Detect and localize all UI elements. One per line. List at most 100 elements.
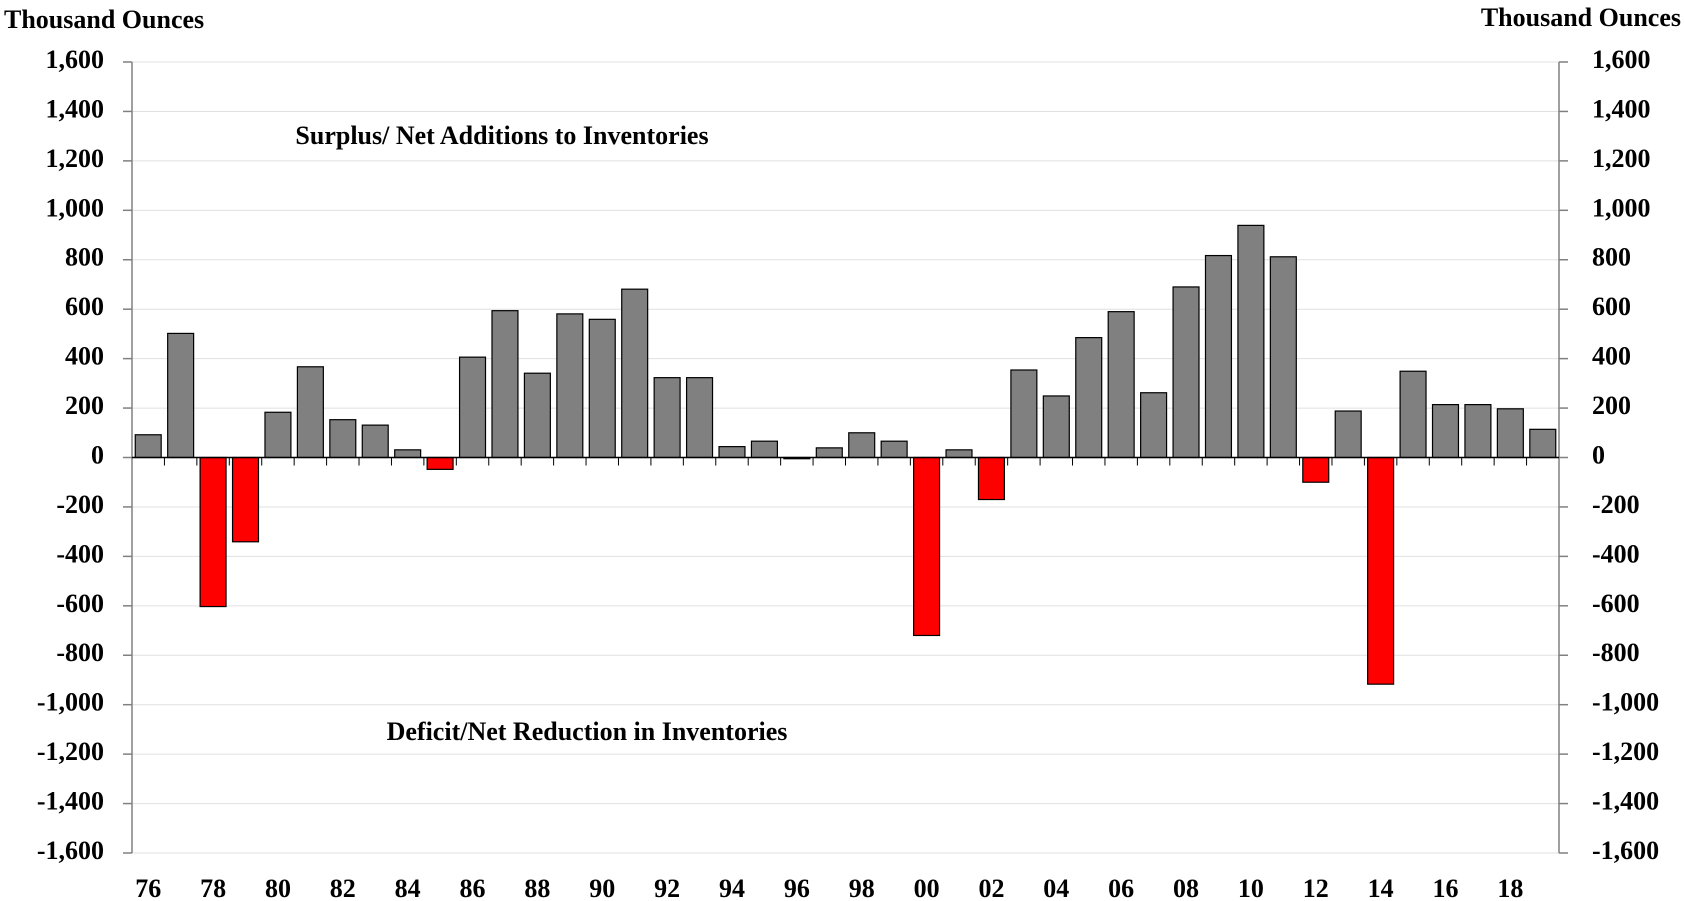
y-axis-label: Thousand Ounces — [4, 5, 204, 34]
y2-tick-label: -1,600 — [1592, 836, 1659, 865]
x-tick-label: 02 — [978, 874, 1004, 901]
x-tick-label: 82 — [330, 874, 356, 901]
bar — [134, 434, 162, 459]
y2-tick-label: -1,200 — [1592, 737, 1659, 766]
bar — [523, 372, 551, 459]
bar — [621, 288, 649, 459]
bar — [1302, 456, 1330, 483]
y2-tick-label: 600 — [1592, 292, 1631, 321]
x-tick-label: 90 — [589, 874, 615, 901]
x-tick-label: 78 — [200, 874, 226, 901]
x-tick-label: 96 — [784, 874, 810, 901]
x-tick-label: 18 — [1497, 874, 1523, 901]
x-tick-label: 10 — [1238, 874, 1264, 901]
bar — [1010, 369, 1038, 459]
bar — [653, 377, 681, 459]
y2-tick-label: 1,000 — [1592, 193, 1651, 222]
x-tick-label: 98 — [849, 874, 875, 901]
bar — [945, 449, 973, 459]
bar — [588, 318, 616, 459]
x-tick-label: 14 — [1368, 874, 1394, 901]
bar — [977, 456, 1006, 501]
y2-tick-label: -800 — [1592, 638, 1640, 667]
y-tick-label: -1,000 — [37, 688, 104, 717]
bar — [750, 440, 778, 459]
bar — [1269, 256, 1297, 459]
bar — [848, 432, 876, 459]
y2-tick-label: -400 — [1592, 539, 1640, 568]
bar — [1334, 410, 1362, 459]
bar — [1075, 337, 1103, 459]
x-tick-label: 92 — [654, 874, 680, 901]
bar — [1204, 254, 1233, 459]
bar — [815, 447, 843, 459]
y-tick-label: 1,400 — [46, 94, 105, 123]
bar — [1399, 370, 1427, 459]
y-tick-label: 1,200 — [46, 144, 105, 173]
y2-tick-label: 1,600 — [1592, 45, 1651, 74]
annotation: Deficit/Net Reduction in Inventories — [387, 717, 788, 746]
x-tick-label: 76 — [135, 874, 161, 901]
x-tick-label: 04 — [1043, 874, 1069, 901]
bar — [1042, 395, 1070, 459]
y-tick-label: -1,600 — [37, 836, 104, 865]
x-tick-label: 80 — [265, 874, 291, 901]
x-tick-label: 12 — [1303, 874, 1329, 901]
bar — [264, 411, 292, 459]
bar — [426, 456, 454, 470]
bar — [1529, 428, 1557, 459]
bar — [1140, 392, 1168, 459]
y-tick-label: 600 — [65, 292, 104, 321]
bar — [491, 310, 519, 459]
y2-tick-label: -200 — [1592, 490, 1640, 519]
x-tick-label: 06 — [1108, 874, 1134, 901]
y-tick-label: -200 — [56, 490, 104, 519]
y-tick-label: -600 — [56, 589, 104, 618]
y2-tick-label: 200 — [1592, 391, 1631, 420]
y2-tick-label: 0 — [1592, 440, 1605, 469]
bar — [718, 446, 746, 459]
y2-tick-label: 1,200 — [1592, 144, 1651, 173]
y2-tick-label: 400 — [1592, 342, 1631, 371]
y2-axis-label: Thousand Ounces — [1481, 3, 1681, 32]
bar — [361, 424, 389, 459]
y2-tick-label: 800 — [1592, 243, 1631, 272]
bar — [1237, 224, 1265, 459]
bar — [1107, 311, 1135, 459]
x-tick-label: 16 — [1432, 874, 1458, 901]
bar — [394, 449, 422, 459]
y-tick-label: -1,400 — [37, 787, 104, 816]
bar — [329, 419, 357, 459]
x-tick-label: 84 — [395, 874, 421, 901]
bar — [685, 377, 714, 459]
y-tick-label: 1,000 — [46, 193, 105, 222]
bar — [199, 456, 227, 608]
bar — [880, 440, 908, 459]
x-tick-label: 94 — [719, 874, 745, 901]
bar — [1172, 286, 1200, 459]
y-tick-label: -800 — [56, 638, 104, 667]
bar — [1431, 404, 1460, 459]
bar — [1367, 456, 1395, 685]
bar — [167, 332, 195, 459]
bar — [556, 313, 584, 459]
x-tick-label: 88 — [524, 874, 550, 901]
y-tick-label: -400 — [56, 539, 104, 568]
x-tick-label: 00 — [914, 874, 940, 901]
annotation: Surplus/ Net Additions to Inventories — [295, 121, 708, 150]
y2-tick-label: 1,400 — [1592, 94, 1651, 123]
y-tick-label: 1,600 — [46, 45, 105, 74]
bar — [231, 456, 260, 543]
bar — [913, 456, 941, 637]
x-tick-label: 08 — [1173, 874, 1199, 901]
bar — [296, 366, 324, 459]
y2-tick-label: -1,400 — [1592, 787, 1659, 816]
y-tick-label: 200 — [65, 391, 104, 420]
y2-tick-label: -1,000 — [1592, 688, 1659, 717]
y-tick-label: -1,200 — [37, 737, 104, 766]
bar — [1496, 408, 1524, 459]
y-tick-label: 400 — [65, 342, 104, 371]
bar — [458, 356, 487, 459]
